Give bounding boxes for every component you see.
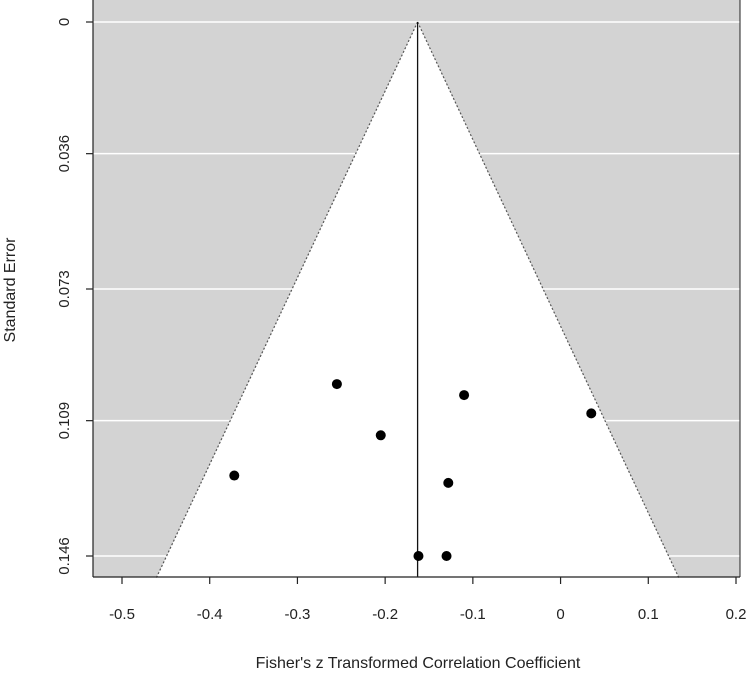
y-tick-label-0: 0 bbox=[56, 18, 73, 26]
x-tick-label-4: -0.1 bbox=[460, 606, 486, 623]
y-tick-label-4: 0.146 bbox=[56, 537, 73, 575]
x-tick-label-1: -0.4 bbox=[197, 606, 223, 623]
x-tick-label-5: 0 bbox=[556, 606, 564, 623]
y-axis-title: Standard Error bbox=[2, 237, 19, 343]
data-point-1 bbox=[459, 390, 470, 401]
data-point-6 bbox=[413, 551, 424, 561]
x-tick-label-7: 0.2 bbox=[726, 606, 747, 623]
data-point-4 bbox=[229, 470, 240, 481]
x-axis-ticks: -0.5 -0.4 -0.3 -0.2 -0.1 0 0.1 0.2 bbox=[109, 577, 746, 623]
data-point-0 bbox=[331, 379, 342, 390]
x-tick-label-6: 0.1 bbox=[638, 606, 659, 623]
data-points bbox=[229, 379, 597, 561]
y-tick-label-1: 0.036 bbox=[56, 135, 73, 173]
data-point-3 bbox=[375, 430, 386, 441]
x-tick-label-3: -0.2 bbox=[372, 606, 398, 623]
y-tick-label-2: 0.073 bbox=[56, 270, 73, 308]
x-axis-title: Fisher's z Transformed Correlation Coeff… bbox=[256, 655, 581, 672]
y-axis-ticks: 0 0.036 0.073 0.109 0.146 bbox=[56, 18, 93, 575]
y-tick-label-3: 0.109 bbox=[56, 402, 73, 440]
data-point-2 bbox=[586, 408, 597, 419]
x-tick-label-2: -0.3 bbox=[284, 606, 310, 623]
x-tick-label-0: -0.5 bbox=[109, 606, 135, 623]
data-point-5 bbox=[443, 477, 454, 488]
data-point-7 bbox=[441, 551, 452, 561]
